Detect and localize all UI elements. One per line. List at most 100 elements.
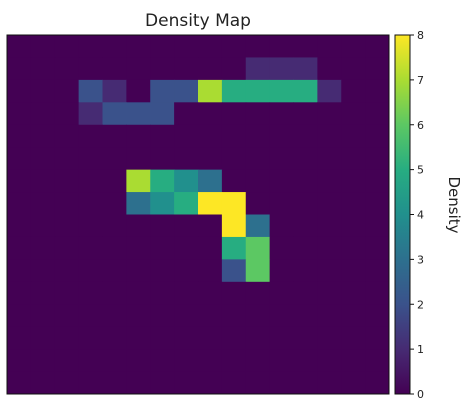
heatmap-cell [221,371,247,395]
heatmap-cell [245,326,271,350]
heatmap-cell [7,326,32,350]
heatmap-cell [198,192,223,215]
heatmap-cell [174,169,199,193]
heatmap-cell [126,169,151,193]
heatmap-cell [269,326,294,350]
heatmap-cell [126,349,151,373]
heatmap-cell [54,79,80,103]
heatmap-cell [30,79,56,103]
heatmap-cell [150,35,175,58]
heatmap-cell [293,124,318,148]
heatmap-cell [102,192,127,215]
heatmap-cell [7,281,32,305]
heatmap-cell [30,281,56,305]
heatmap-cell [126,236,151,260]
heatmap-cell [365,102,390,126]
heatmap-cell [102,259,127,283]
heatmap-cell [198,259,223,283]
heatmap-cell [341,304,366,328]
heatmap-cell [317,102,342,126]
heatmap-cell [341,326,366,350]
heatmap-cell [365,79,390,103]
heatmap-cell [54,102,80,126]
heatmap-cell [150,259,175,283]
heatmap-cell [7,124,32,148]
colorbar-label: Density [445,176,461,233]
heatmap-cell [365,371,390,395]
heatmap-cell [102,304,127,328]
heatmap-cell [102,236,127,260]
heatmap-cell [317,326,342,350]
heatmap-cell [78,236,103,260]
heatmap-cell [126,79,151,103]
heatmap-cell [341,281,366,305]
heatmap-cell [341,35,366,58]
heatmap-cell [30,35,56,58]
heatmap-cell [221,236,247,260]
heatmap-cell [317,124,342,148]
heatmap-cell [126,281,151,305]
heatmap-cell [341,169,366,193]
heatmap-cell [102,169,127,193]
heatmap-cell [365,236,390,260]
heatmap-cell [198,147,223,171]
heatmap-cell [78,124,103,148]
heatmap-cell [317,169,342,193]
heatmap-cell [245,349,271,373]
heatmap-cell [78,102,103,126]
heatmap-cell [293,102,318,126]
heatmap-cell [269,259,294,283]
heatmap [7,35,390,395]
heatmap-cell [54,281,80,305]
heatmap-cell [102,124,127,148]
heatmap-cell [221,304,247,328]
heatmap-cell [7,102,32,126]
heatmap-cell [317,259,342,283]
heatmap-cell [221,102,247,126]
heatmap-cell [365,57,390,81]
heatmap-cell [221,326,247,350]
heatmap-cell [78,169,103,193]
heatmap-cell [317,147,342,171]
heatmap-cell [7,192,32,215]
heatmap-cell [30,236,56,260]
heatmap-cell [30,57,56,81]
heatmap-cell [221,169,247,193]
heatmap-cell [30,304,56,328]
colorbar-ticks: 0 1 2 3 4 5 6 7 8 [410,29,424,400]
heatmap-cell [174,326,199,350]
heatmap-cell [150,147,175,171]
heatmap-cell [30,147,56,171]
heatmap-cell [7,259,32,283]
heatmap-cell [245,281,271,305]
heatmap-cell [365,281,390,305]
heatmap-cell [150,124,175,148]
heatmap-cell [54,349,80,373]
heatmap-cell [245,259,271,283]
heatmap-cell [7,371,32,395]
heatmap-cell [293,192,318,215]
heatmap-cell [54,169,80,193]
heatmap-cell [126,259,151,283]
heatmap-cell [269,371,294,395]
heatmap-cell [198,169,223,193]
heatmap-cell [174,214,199,238]
heatmap-cell [30,349,56,373]
heatmap-cell [78,304,103,328]
heatmap-cell [30,192,56,215]
heatmap-cell [245,79,271,103]
heatmap-cell [221,281,247,305]
heatmap-cell [54,35,80,58]
heatmap-cell [293,236,318,260]
heatmap-cell [269,304,294,328]
heatmap-cell [365,304,390,328]
heatmap-cell [78,259,103,283]
heatmap-frame [6,34,390,395]
colorbar [394,34,411,395]
heatmap-cell [293,35,318,58]
heatmap-cell [7,349,32,373]
heatmap-cell [198,236,223,260]
heatmap-cell [150,349,175,373]
heatmap-cell [365,192,390,215]
heatmap-cell [102,147,127,171]
